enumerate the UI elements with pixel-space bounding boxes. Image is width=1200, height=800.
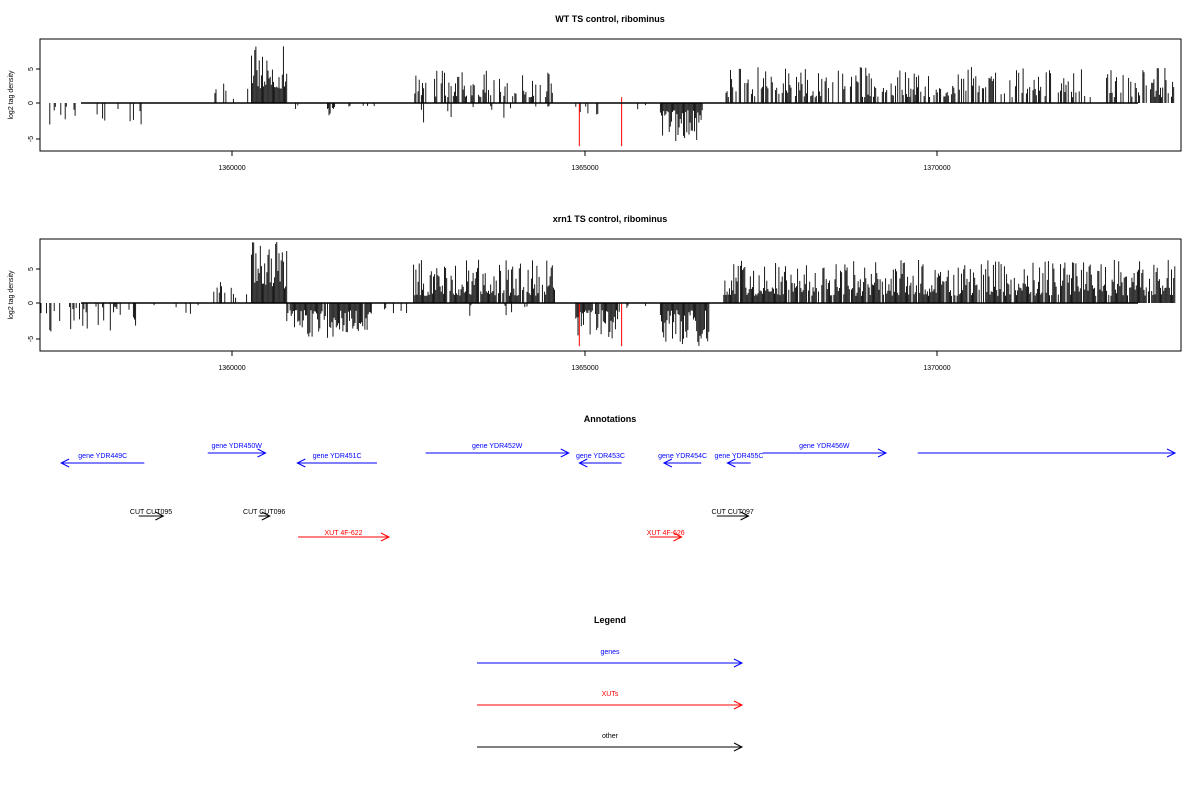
legend-label: genes <box>600 649 620 656</box>
x-axis: 1360000 1365000 1370000 <box>218 150 951 172</box>
legend-entries: genes XUTs other <box>477 649 744 752</box>
feature-arrow <box>649 532 683 542</box>
feature-arrow <box>138 511 165 521</box>
feature-label: gene YDR451C <box>313 453 362 460</box>
x-tick-label: 1370000 <box>923 365 950 372</box>
y-axis-label: log2 tag density <box>8 70 15 120</box>
feature-label: CUT CUT095 <box>130 509 172 516</box>
feature-label: gene YDR454C <box>658 453 707 460</box>
panel-title: xrn1 TS control, ribominus <box>553 214 668 224</box>
feature-label: gene YDR452W <box>472 443 523 450</box>
data-bars <box>40 241 1176 347</box>
legend: Legend genes XUTs other <box>477 615 744 752</box>
legend-label: XUTs <box>602 691 619 698</box>
panel-wt: WT TS control, ribominus -5 0 5 log2 tag… <box>8 14 1182 172</box>
feature-label: XUT 4F-626 <box>647 530 685 537</box>
feature-arrow <box>296 458 377 468</box>
feature-arrow <box>258 511 271 521</box>
legend-arrow <box>477 700 744 710</box>
y-tick-label: -5 <box>28 336 35 342</box>
feature-label: gene YDR450W <box>211 443 262 450</box>
y-tick-label: -5 <box>28 136 35 142</box>
data-bars <box>49 46 1175 147</box>
annotation-features: gene YDR449C gene YDR450W gene YDR451C gene… <box>60 443 1177 542</box>
panel-xrn1: xrn1 TS control, ribominus -5 0 5 log2 t… <box>8 214 1182 372</box>
legend-arrow <box>477 742 744 752</box>
feature-arrow <box>578 458 622 468</box>
x-tick-label: 1360000 <box>218 365 245 372</box>
y-tick-label: 0 <box>28 301 35 305</box>
x-tick-label: 1360000 <box>218 165 245 172</box>
feature-label: gene YDR449C <box>78 453 127 460</box>
y-tick-label: 5 <box>28 67 35 71</box>
y-tick-label: 0 <box>28 101 35 105</box>
feature-arrow <box>662 458 702 468</box>
feature-arrow <box>60 458 145 468</box>
feature-label: CUT CUT097 <box>712 509 754 516</box>
x-axis: 1360000 1365000 1370000 <box>218 350 951 372</box>
feature-label: gene YDR456W <box>799 443 850 450</box>
x-tick-label: 1365000 <box>571 365 598 372</box>
legend-title: Legend <box>594 615 626 625</box>
feature-arrow <box>298 532 391 542</box>
feature-arrow <box>762 448 888 458</box>
feature-label: gene YDR453C <box>576 453 625 460</box>
feature-arrow <box>425 448 570 458</box>
x-tick-label: 1370000 <box>923 165 950 172</box>
annotations-title: Annotations <box>584 414 637 424</box>
feature-arrow <box>917 448 1177 458</box>
feature-label: gene YDR455C <box>715 453 764 460</box>
y-tick-label: 5 <box>28 267 35 271</box>
legend-arrow <box>477 658 744 668</box>
feature-arrow <box>716 511 750 521</box>
y-axis: -5 0 5 log2 tag density <box>8 267 41 342</box>
feature-arrow <box>207 448 267 458</box>
x-tick-label: 1365000 <box>571 165 598 172</box>
y-axis: -5 0 5 log2 tag density <box>8 67 41 142</box>
feature-label: XUT 4F-622 <box>325 530 363 537</box>
feature-arrow <box>726 458 751 468</box>
legend-label: other <box>602 733 619 740</box>
panel-title: WT TS control, ribominus <box>555 14 665 24</box>
y-axis-label: log2 tag density <box>8 270 15 320</box>
feature-label: CUT CUT096 <box>243 509 285 516</box>
